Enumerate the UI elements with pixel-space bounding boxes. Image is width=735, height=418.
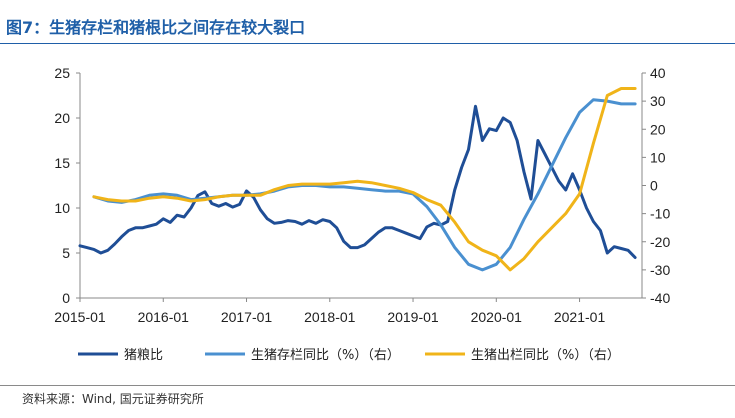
x-tick-label: 2020-01 xyxy=(471,309,523,325)
legend-item-pig-grain-ratio: 猪粮比 xyxy=(78,348,163,363)
title-rule xyxy=(0,43,735,44)
left-y-tick-label: 10 xyxy=(54,200,70,216)
right-y-tick-label: 20 xyxy=(650,121,666,137)
right-y-tick-label: 10 xyxy=(650,149,666,165)
right-y-tick-label: -40 xyxy=(650,290,670,306)
series-line-hog-slaughter-yoy xyxy=(92,87,637,272)
x-tick-label: 2015-01 xyxy=(54,309,106,325)
legend-item-hog-inventory-yoy: 生猪存栏同比（%）（右） xyxy=(205,348,400,363)
legend-label: 猪粮比 xyxy=(124,348,163,363)
right-y-tick-label: 30 xyxy=(650,93,666,109)
right-y-tick-label: -10 xyxy=(650,206,670,222)
right-y-tick-label: 40 xyxy=(650,65,666,81)
left-y-tick-label: 5 xyxy=(62,245,70,261)
source-rule xyxy=(0,385,735,386)
series-line-hog-inventory-yoy xyxy=(92,98,637,272)
left-y-tick-label: 0 xyxy=(62,290,70,306)
source-note: 资料来源：Wind, 国元证券研究所 xyxy=(22,392,204,406)
chart-legend: 猪粮比 生猪存栏同比（%）（右） 生猪出栏同比（%）（右） xyxy=(78,348,620,363)
figure-title: 图7：生猪存栏和猪根比之间存在较大裂口 xyxy=(6,18,306,37)
legend-item-hog-slaughter-yoy: 生猪出栏同比（%）（右） xyxy=(425,348,620,363)
left-y-tick-label: 20 xyxy=(54,110,70,126)
x-tick-label: 2016-01 xyxy=(138,309,190,325)
right-y-tick-label: -20 xyxy=(650,234,670,250)
x-tick-label: 2019-01 xyxy=(387,309,439,325)
chart-axes: 0 5 10 15 20 25 -40 -30 -20 -10 0 10 20 30 40 2015-01 20… xyxy=(54,65,670,325)
left-y-tick-label: 25 xyxy=(54,65,70,81)
x-tick-label: 2021-01 xyxy=(554,309,606,325)
left-y-tick-label: 15 xyxy=(54,155,70,171)
x-tick-label: 2017-01 xyxy=(221,309,273,325)
right-y-tick-label: -30 xyxy=(650,262,670,278)
legend-label: 生猪存栏同比（%）（右） xyxy=(251,348,400,363)
right-y-tick-label: 0 xyxy=(650,178,658,194)
legend-label: 生猪出栏同比（%）（右） xyxy=(471,348,620,363)
series-line-pig-grain-ratio xyxy=(78,104,637,259)
x-tick-label: 2018-01 xyxy=(304,309,356,325)
chart-series xyxy=(78,87,637,272)
